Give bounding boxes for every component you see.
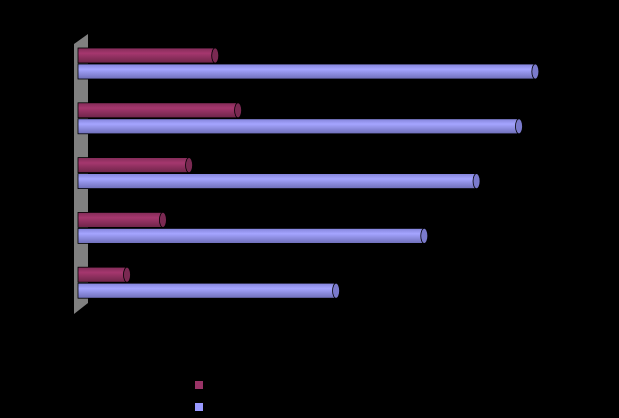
legend-item-series-2 xyxy=(195,396,211,418)
legend-swatch-series-1 xyxy=(195,381,203,389)
bar-1-1 xyxy=(77,47,220,64)
bar-1-3 xyxy=(77,157,193,174)
bar-2-3 xyxy=(77,173,481,190)
bar-1-5 xyxy=(77,266,131,283)
legend-item-series-1 xyxy=(195,374,211,396)
bar-2-5 xyxy=(77,282,340,299)
bar-2-1 xyxy=(77,63,540,80)
bar-1-2 xyxy=(77,102,242,119)
bar-2-2 xyxy=(77,118,523,135)
bar-1-4 xyxy=(77,211,167,228)
bars-group xyxy=(77,47,540,299)
legend-swatch-series-2 xyxy=(195,403,203,411)
chart-legend xyxy=(195,374,211,418)
bar-2-4 xyxy=(77,227,429,244)
